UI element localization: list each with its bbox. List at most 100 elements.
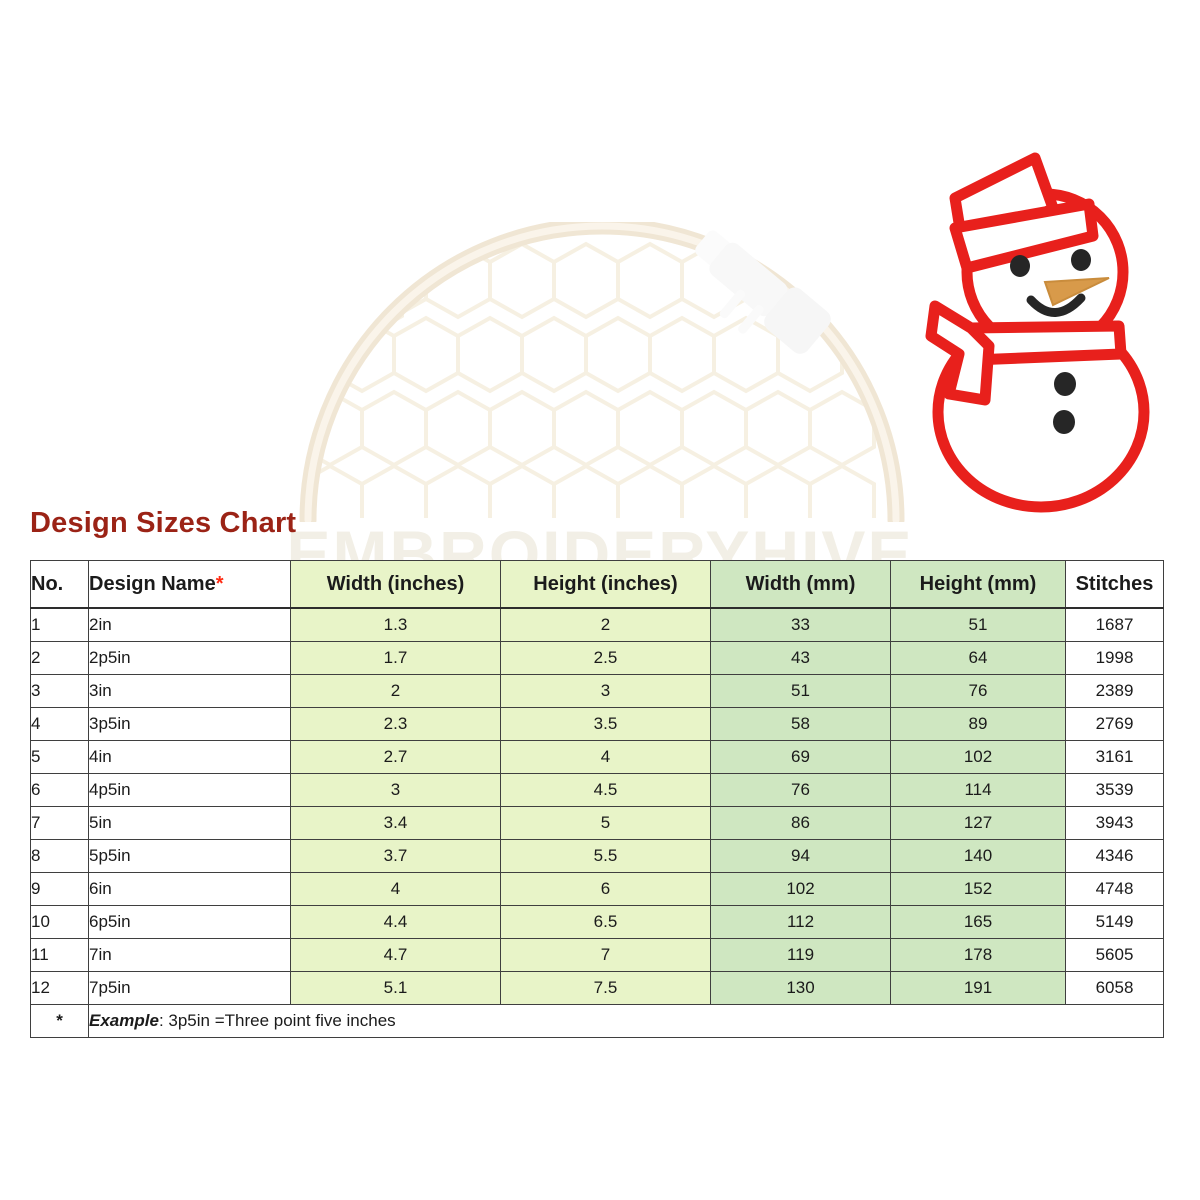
cell-no: 11: [30, 938, 89, 972]
cell-height-inches: 5.5: [500, 839, 711, 873]
cell-stitches: 2389: [1065, 674, 1164, 708]
cell-width-mm: 33: [710, 607, 891, 642]
cell-height-inches: 6: [500, 872, 711, 906]
cell-design-name: 4in: [88, 740, 291, 774]
cell-width-inches: 3.4: [290, 806, 501, 840]
cell-height-inches: 4: [500, 740, 711, 774]
embroidery-hoop-icon: [299, 222, 905, 522]
cell-height-mm: 165: [890, 905, 1066, 939]
cell-height-inches: 7: [500, 938, 711, 972]
cell-no: 9: [30, 872, 89, 906]
snowman-hat: [949, 152, 1099, 274]
cell-width-mm: 119: [710, 938, 891, 972]
cell-width-inches: 4.7: [290, 938, 501, 972]
table-row: 6 4p5in 3 4.5 76 114 3539: [30, 773, 1164, 807]
cell-no: 5: [30, 740, 89, 774]
table-row: 11 7in 4.7 7 119 178 5605: [30, 938, 1164, 972]
cell-height-mm: 152: [890, 872, 1066, 906]
column-header-width-mm: Width (mm): [710, 560, 891, 609]
cell-height-inches: 3: [500, 674, 711, 708]
table-row: 3 3in 2 3 51 76 2389: [30, 674, 1164, 708]
cell-height-mm: 102: [890, 740, 1066, 774]
cell-stitches: 1687: [1065, 607, 1164, 642]
cell-stitches: 4748: [1065, 872, 1164, 906]
table-footnote-row: * Example: 3p5in =Three point five inche…: [30, 1004, 1164, 1038]
table-row: 1 2in 1.3 2 33 51 1687: [30, 607, 1164, 642]
cell-height-inches: 5: [500, 806, 711, 840]
cell-height-inches: 7.5: [500, 971, 711, 1005]
cell-no: 7: [30, 806, 89, 840]
cell-height-inches: 2: [500, 607, 711, 642]
cell-width-inches: 5.1: [290, 971, 501, 1005]
cell-width-inches: 3.7: [290, 839, 501, 873]
snowman-eye-right: [1071, 249, 1091, 271]
snowman-button-top: [1054, 372, 1076, 396]
cell-width-mm: 76: [710, 773, 891, 807]
cell-height-mm: 127: [890, 806, 1066, 840]
cell-no: 3: [30, 674, 89, 708]
cell-stitches: 5605: [1065, 938, 1164, 972]
cell-width-inches: 4.4: [290, 905, 501, 939]
cell-width-mm: 86: [710, 806, 891, 840]
cell-width-mm: 43: [710, 641, 891, 675]
cell-width-mm: 130: [710, 971, 891, 1005]
cell-height-mm: 178: [890, 938, 1066, 972]
cell-height-mm: 76: [890, 674, 1066, 708]
cell-height-mm: 64: [890, 641, 1066, 675]
table-row: 8 5p5in 3.7 5.5 94 140 4346: [30, 839, 1164, 873]
cell-width-inches: 2.3: [290, 707, 501, 741]
cell-design-name: 7in: [88, 938, 291, 972]
cell-design-name: 3in: [88, 674, 291, 708]
cell-height-mm: 51: [890, 607, 1066, 642]
snowman-nose: [1043, 277, 1110, 307]
cell-design-name: 6p5in: [88, 905, 291, 939]
cell-width-inches: 2.7: [290, 740, 501, 774]
cell-no: 6: [30, 773, 89, 807]
cell-width-mm: 69: [710, 740, 891, 774]
column-header-width-inches: Width (inches): [290, 560, 501, 609]
footnote-body: : 3p5in =Three point five inches: [158, 1011, 396, 1030]
cell-stitches: 2769: [1065, 707, 1164, 741]
hoop-screw-icon: [695, 230, 831, 354]
cell-no: 12: [30, 971, 89, 1005]
cell-height-inches: 4.5: [500, 773, 711, 807]
cell-design-name: 2in: [88, 607, 291, 642]
cell-design-name: 5p5in: [88, 839, 291, 873]
cell-design-name: 7p5in: [88, 971, 291, 1005]
footnote-text: Example: 3p5in =Three point five inches: [88, 1004, 1164, 1038]
table-row: 12 7p5in 5.1 7.5 130 191 6058: [30, 971, 1164, 1005]
required-asterisk: *: [215, 572, 224, 595]
cell-width-mm: 94: [710, 839, 891, 873]
cell-height-inches: 3.5: [500, 707, 711, 741]
column-header-height-mm: Height (mm): [890, 560, 1066, 609]
footnote-label: Example: [89, 1011, 159, 1030]
cell-design-name: 4p5in: [88, 773, 291, 807]
cell-design-name: 5in: [88, 806, 291, 840]
snowman-scarf: [925, 300, 1127, 406]
cell-stitches: 4346: [1065, 839, 1164, 873]
table-row: 7 5in 3.4 5 86 127 3943: [30, 806, 1164, 840]
column-header-stitches: Stitches: [1065, 560, 1164, 609]
cell-width-mm: 112: [710, 905, 891, 939]
cell-stitches: 3943: [1065, 806, 1164, 840]
cell-stitches: 6058: [1065, 971, 1164, 1005]
snowman-button-bottom: [1053, 410, 1075, 434]
cell-no: 1: [30, 607, 89, 642]
table-row: 5 4in 2.7 4 69 102 3161: [30, 740, 1164, 774]
table-header-row: No. Design Name* Width (inches) Height (…: [30, 560, 1164, 609]
cell-height-mm: 140: [890, 839, 1066, 873]
cell-no: 4: [30, 707, 89, 741]
cell-stitches: 3161: [1065, 740, 1164, 774]
cell-width-mm: 58: [710, 707, 891, 741]
footnote-marker: *: [30, 1004, 89, 1038]
cell-width-mm: 51: [710, 674, 891, 708]
table-row: 4 3p5in 2.3 3.5 58 89 2769: [30, 707, 1164, 741]
table-row: 2 2p5in 1.7 2.5 43 64 1998: [30, 641, 1164, 675]
cell-width-inches: 2: [290, 674, 501, 708]
column-header-no: No.: [30, 560, 89, 609]
cell-design-name: 6in: [88, 872, 291, 906]
cell-no: 8: [30, 839, 89, 873]
cell-stitches: 3539: [1065, 773, 1164, 807]
cell-width-inches: 1.7: [290, 641, 501, 675]
snowman-eye-left: [1010, 255, 1030, 277]
